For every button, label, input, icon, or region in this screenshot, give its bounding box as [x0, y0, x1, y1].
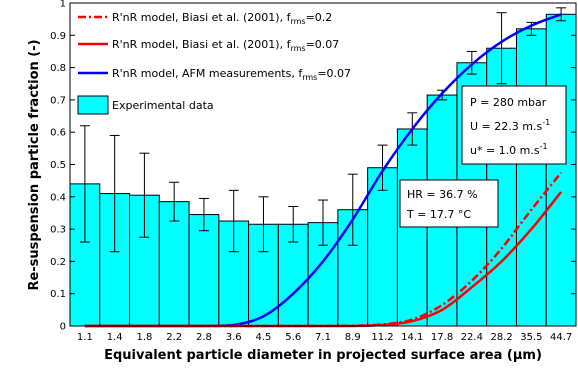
legend-swatch-experimental [78, 96, 108, 114]
x-tick-label: 8.9 [345, 332, 361, 343]
y-tick-label: 0.3 [50, 225, 66, 236]
pressure-text: P = 280 mbar [470, 96, 547, 109]
x-tick-label: 22.4 [461, 332, 483, 343]
x-tick-label: 1.1 [77, 332, 93, 343]
y-tick-label: 0.2 [50, 257, 66, 268]
x-axis-label: Equivalent particle diameter in projecte… [104, 348, 542, 363]
x-tick-label: 1.8 [136, 332, 152, 343]
bar-44.7 [546, 14, 576, 326]
y-axis-label: Re-suspension particle fraction (-) [27, 39, 42, 290]
y-tick-label: 1 [60, 0, 66, 10]
velocity-text: U = 22.3 m.s-1 [470, 118, 550, 133]
x-tick-label: 4.5 [256, 332, 272, 343]
humidity-text: HR = 36.7 % [407, 188, 478, 201]
x-tick-label: 1.4 [107, 332, 123, 343]
humidity-annotation: HR = 36.7 % T = 17.7 °C [400, 180, 498, 227]
bar-11.2 [368, 168, 398, 326]
y-tick-label: 0.5 [50, 160, 66, 171]
x-tick-label: 35.5 [520, 332, 542, 343]
x-tick-label: 14.1 [401, 332, 423, 343]
bar-2.8 [189, 215, 219, 326]
x-tick-label: 2.2 [166, 332, 182, 343]
x-tick-label: 11.2 [371, 332, 393, 343]
y-tick-label: 0.8 [50, 63, 66, 74]
bar-35.5 [516, 29, 546, 326]
x-tick-label: 44.7 [550, 332, 572, 343]
x-tick-label: 5.6 [285, 332, 301, 343]
x-axis: 1.1 1.4 1.8 2.2 2.8 3.6 4.5 5.6 7.1 8.9 11.2 14.1 17… [77, 332, 572, 343]
x-tick-label: 28.2 [490, 332, 512, 343]
x-tick-label: 17.8 [431, 332, 453, 343]
legend-label-experimental: Experimental data [112, 99, 214, 112]
y-tick-label: 0.7 [50, 95, 66, 106]
legend-label-biasi-007: R'nR model, Biasi et al. (2001), frms=0.… [112, 38, 339, 53]
y-tick-label: 0.1 [50, 289, 66, 300]
y-tick-label: 0.6 [50, 128, 66, 139]
y-tick-label: 0.4 [50, 192, 66, 203]
y-tick-label: 0 [60, 322, 66, 333]
x-tick-label: 7.1 [315, 332, 331, 343]
x-tick-label: 3.6 [226, 332, 242, 343]
temperature-text: T = 17.7 °C [406, 208, 471, 221]
x-tick-label: 2.8 [196, 332, 212, 343]
y-tick-label: 0.9 [50, 31, 66, 42]
conditions-annotation: P = 280 mbar U = 22.3 m.s-1 u* = 1.0 m.s… [462, 86, 566, 164]
friction-velocity-text: u* = 1.0 m.s-1 [470, 142, 548, 157]
